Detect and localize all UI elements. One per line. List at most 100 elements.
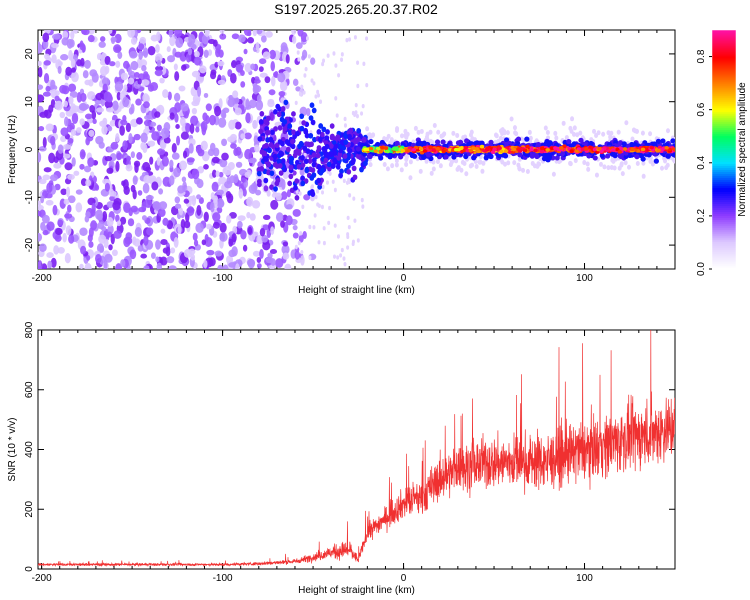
noise-cell <box>71 71 79 83</box>
noise-cell <box>280 42 288 52</box>
noise-cell <box>130 37 138 45</box>
halo-cell <box>503 161 508 167</box>
onset-cell <box>351 165 357 172</box>
halo-cell <box>382 162 387 168</box>
signal-cell <box>588 140 594 147</box>
noise-cell <box>44 53 50 60</box>
noise-cell <box>70 58 76 68</box>
halo-cell <box>408 175 413 181</box>
halo-cell <box>418 168 423 174</box>
signal-cell <box>660 138 666 144</box>
noise-cell <box>141 79 150 86</box>
noise-cell <box>314 94 318 99</box>
noise-cell <box>240 133 246 140</box>
noise-cell <box>173 92 181 102</box>
noise-cell <box>102 117 108 125</box>
noise-cell <box>333 223 337 228</box>
noise-cell <box>174 102 182 113</box>
noise-cell <box>182 181 187 193</box>
noise-cell <box>342 178 346 184</box>
colorbar-swatch <box>712 227 736 230</box>
noise-cell <box>50 88 58 99</box>
onset-cell <box>294 159 300 166</box>
noise-cell <box>48 152 56 164</box>
noise-cell <box>331 179 335 184</box>
noise-cell <box>117 51 123 59</box>
signal-core-cell <box>391 147 397 151</box>
noise-cell <box>39 111 48 118</box>
signal-cell <box>621 141 627 147</box>
signal-core-cell <box>499 149 504 154</box>
noise-cell <box>180 103 189 112</box>
noise-cell <box>54 95 60 102</box>
colorbar-swatch <box>712 247 736 250</box>
colorbar-swatch <box>712 51 736 55</box>
noise-cell <box>178 85 186 92</box>
colorbar-swatch <box>712 257 736 260</box>
noise-cell <box>62 30 69 39</box>
onset-cell <box>316 177 322 184</box>
noise-cell <box>225 190 232 199</box>
onset-cell <box>276 158 282 165</box>
halo-cell <box>517 156 522 162</box>
noise-cell <box>179 116 186 127</box>
signal-core-cell <box>553 146 558 150</box>
signal-core-cell <box>368 146 374 151</box>
signal-core-cell <box>373 149 378 153</box>
noise-cell <box>156 262 163 269</box>
halo-cell <box>512 125 517 131</box>
colorbar-swatch <box>712 181 736 184</box>
halo-cell <box>635 160 640 166</box>
colorbar-swatch <box>712 71 736 75</box>
halo-cell <box>521 167 526 173</box>
noise-cell <box>132 175 138 186</box>
colorbar-tick-label: 0.6 <box>696 102 707 116</box>
colorbar-swatch <box>712 259 736 262</box>
halo-cell <box>641 160 646 166</box>
noise-cell <box>57 144 64 154</box>
noise-cell <box>128 133 133 144</box>
signal-cell <box>665 153 671 159</box>
snr-y-tick-label: 600 <box>24 381 35 398</box>
noise-cell <box>218 49 224 58</box>
signal-core-cell <box>672 147 675 152</box>
signal-cell <box>547 140 553 146</box>
noise-cell <box>208 114 216 126</box>
colorbar-swatch <box>712 193 736 196</box>
noise-cell <box>256 234 264 245</box>
noise-cell <box>43 60 51 66</box>
noise-cell <box>137 245 144 252</box>
noise-cell <box>228 262 237 268</box>
snr-x-tick-label: 100 <box>576 573 593 584</box>
noise-cell <box>265 256 274 264</box>
noise-cell <box>262 224 270 231</box>
onset-cell <box>308 132 314 139</box>
noise-cell <box>119 125 125 136</box>
noise-cell <box>162 89 169 99</box>
noise-cell <box>67 137 74 144</box>
spectrogram-x-tick-label: -100 <box>213 273 233 284</box>
noise-cell <box>208 257 216 267</box>
noise-cell <box>115 214 120 223</box>
noise-cell <box>253 78 261 84</box>
onset-cell <box>325 129 330 135</box>
colorbar-swatch <box>712 69 736 73</box>
signal-cell <box>464 138 470 144</box>
colorbar-swatch <box>712 121 736 125</box>
noise-cell <box>226 214 232 224</box>
halo-cell <box>610 157 615 163</box>
noise-cell <box>180 131 189 140</box>
onset-cell <box>264 142 269 149</box>
onset-cell <box>263 156 269 162</box>
noise-cell <box>163 137 171 144</box>
noise-cell <box>70 30 75 40</box>
signal-core-cell <box>539 146 545 151</box>
signal-cell <box>471 155 477 161</box>
noise-cell <box>201 239 207 246</box>
noise-cell <box>129 249 137 260</box>
noise-cell <box>298 234 304 243</box>
noise-cell <box>195 222 204 234</box>
halo-cell <box>564 135 569 141</box>
noise-cell <box>297 240 301 246</box>
noise-cell <box>203 49 209 59</box>
